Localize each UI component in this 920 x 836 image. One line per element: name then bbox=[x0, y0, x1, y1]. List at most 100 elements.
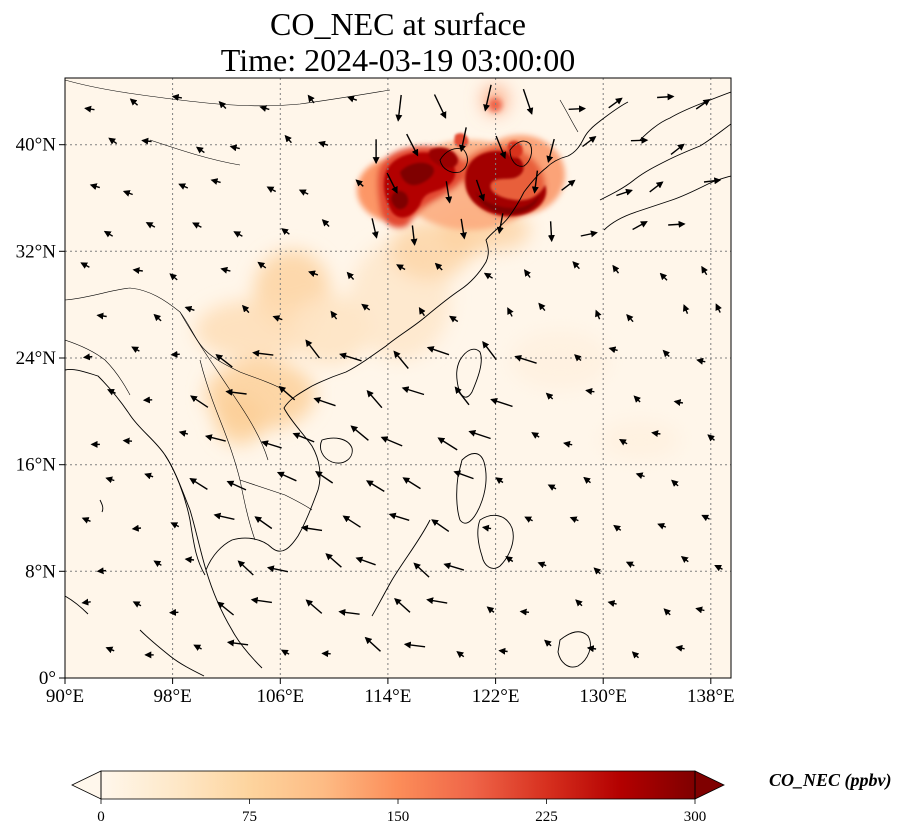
wind-arrow bbox=[635, 472, 645, 480]
wind-arrow bbox=[431, 519, 450, 532]
lat-tick-labels: 0° 8°N 16°N 24°N 32°N 40°N bbox=[16, 135, 57, 689]
wind-arrow bbox=[131, 524, 142, 532]
wind-arrow bbox=[625, 561, 635, 568]
wind-arrow bbox=[350, 425, 369, 441]
wind-arrow bbox=[237, 560, 254, 576]
wind-arrow bbox=[632, 221, 648, 231]
wind-arrow bbox=[586, 645, 597, 653]
wind-arrow bbox=[105, 476, 115, 484]
wind-arrow bbox=[507, 307, 514, 317]
figure-title-line2: Time: 2024-03-19 03:00:00 bbox=[220, 42, 576, 78]
wind-arrow bbox=[339, 352, 362, 362]
wind-arrow bbox=[524, 516, 533, 523]
wind-arrow bbox=[272, 315, 283, 322]
concentration-field bbox=[65, 78, 731, 678]
wind-arrow bbox=[84, 105, 95, 113]
wind-arrow bbox=[292, 432, 315, 443]
wind-arrow bbox=[330, 310, 338, 320]
lat-tick-label: 24°N bbox=[16, 348, 57, 369]
colorbar-tick-label: 300 bbox=[684, 809, 707, 825]
colorbar-extend-min bbox=[71, 770, 102, 800]
lon-tick-label: 130°E bbox=[579, 686, 627, 707]
wind-arrow bbox=[403, 641, 426, 649]
wind-arrow bbox=[682, 304, 690, 314]
wind-vectors bbox=[80, 84, 723, 659]
wind-arrow bbox=[680, 555, 689, 564]
wind-arrow bbox=[393, 350, 409, 369]
wind-arrow bbox=[257, 261, 267, 269]
wind-arrow bbox=[495, 135, 507, 160]
wind-arrow bbox=[703, 177, 722, 185]
wind-arrow bbox=[355, 556, 376, 566]
wind-arrow bbox=[153, 560, 162, 568]
wind-arrow bbox=[184, 556, 195, 564]
wind-arrow bbox=[456, 651, 465, 659]
colorbar-gradient bbox=[101, 771, 695, 799]
wind-arrow bbox=[649, 181, 664, 193]
wind-arrow bbox=[225, 388, 247, 396]
wind-arrow bbox=[170, 522, 180, 529]
wind-arrow bbox=[388, 512, 410, 521]
wind-arrow bbox=[490, 397, 513, 408]
wind-arrow bbox=[366, 389, 383, 409]
lon-tick-label: 138°E bbox=[687, 686, 735, 707]
wind-arrow bbox=[531, 170, 539, 194]
wind-arrow bbox=[426, 346, 450, 356]
wind-arrow bbox=[366, 480, 385, 492]
wind-arrow bbox=[338, 608, 360, 616]
wind-arrow bbox=[714, 564, 723, 572]
wind-arrow bbox=[593, 567, 601, 575]
wind-arrow bbox=[80, 262, 90, 269]
wind-arrow bbox=[386, 172, 398, 194]
wind-arrow bbox=[418, 307, 426, 317]
wind-arrow bbox=[583, 476, 591, 484]
wind-arrow bbox=[145, 222, 156, 229]
wind-arrow bbox=[580, 230, 598, 238]
wind-arrow bbox=[361, 303, 371, 311]
lat-tick-label: 40°N bbox=[16, 135, 57, 156]
wind-arrow bbox=[305, 339, 321, 359]
wind-arrow bbox=[190, 395, 209, 408]
lat-tick-label: 8°N bbox=[25, 561, 56, 582]
wind-arrow bbox=[707, 434, 715, 442]
wind-arrow bbox=[96, 312, 107, 320]
wind-arrow bbox=[631, 651, 640, 659]
wind-arrow bbox=[486, 606, 495, 614]
wind-arrow bbox=[545, 392, 554, 400]
wind-arrow bbox=[585, 387, 595, 395]
wind-arrow bbox=[544, 639, 552, 647]
wind-arrow bbox=[355, 179, 364, 187]
wind-arrow bbox=[220, 266, 231, 274]
wind-arrow bbox=[651, 430, 661, 438]
axis-ticks bbox=[59, 144, 712, 684]
wind-arrow bbox=[626, 313, 634, 323]
wind-arrow bbox=[522, 88, 534, 115]
wind-arrow bbox=[673, 399, 684, 406]
wind-arrow bbox=[443, 562, 465, 571]
lon-tick-label: 98°E bbox=[153, 686, 191, 707]
wind-arrow bbox=[321, 219, 330, 227]
wind-arrow bbox=[132, 601, 142, 608]
wind-arrow bbox=[171, 93, 183, 101]
wind-arrow bbox=[226, 480, 247, 491]
colorbar-tick-label: 150 bbox=[387, 809, 410, 825]
wind-arrow bbox=[241, 304, 250, 314]
gridlines bbox=[65, 78, 731, 678]
wind-arrow bbox=[192, 222, 202, 229]
lon-tick-label: 122°E bbox=[472, 686, 520, 707]
wind-arrow bbox=[315, 471, 334, 484]
wind-arrow bbox=[582, 136, 597, 148]
wind-arrow bbox=[561, 179, 576, 191]
wind-arrow bbox=[701, 514, 710, 522]
wind-arrow bbox=[445, 181, 453, 204]
wind-arrow bbox=[254, 516, 273, 530]
colorbar-tick-label: 225 bbox=[535, 809, 558, 825]
wind-arrow bbox=[547, 484, 557, 491]
wind-arrow bbox=[696, 357, 706, 365]
lat-tick-label: 16°N bbox=[16, 455, 57, 476]
wind-arrow bbox=[210, 178, 221, 185]
wind-arrow bbox=[89, 183, 101, 190]
wind-arrow bbox=[608, 346, 618, 354]
wind-arrow bbox=[546, 138, 555, 164]
